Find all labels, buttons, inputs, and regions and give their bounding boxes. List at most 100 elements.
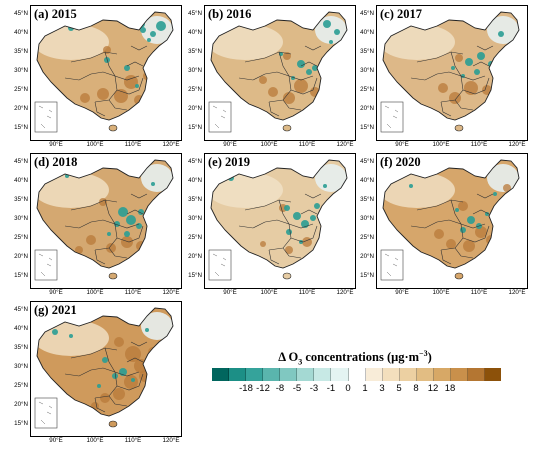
latitude-label: 15°N <box>188 272 202 279</box>
longitude-label: 100°E <box>260 289 278 296</box>
colorbar-swatch <box>246 368 264 381</box>
colorbar-tick-label: -5 <box>292 383 302 394</box>
latitude-label: 30°N <box>188 67 202 74</box>
latitude-label: 30°N <box>188 215 202 222</box>
colorbar <box>212 368 502 381</box>
latitude-label: 20°N <box>14 105 28 112</box>
increase-patch <box>106 243 116 253</box>
decrease-patch <box>151 182 155 186</box>
decrease-patch <box>145 328 149 332</box>
province-boundary <box>416 199 464 211</box>
province-boundary <box>116 225 144 243</box>
decrease-patch <box>477 52 485 60</box>
province-boundary <box>436 71 464 103</box>
colorbar-tick-label: -8 <box>275 383 285 394</box>
decrease-patch <box>455 208 459 212</box>
province-boundary <box>90 367 118 399</box>
increase-patch <box>145 390 153 398</box>
colorbar-swatch <box>365 368 383 381</box>
inset-islands <box>384 253 399 277</box>
increase-patch <box>75 246 83 254</box>
colorbar-tick-label: 18 <box>444 383 456 394</box>
latitude-label: 40°N <box>14 325 28 332</box>
province-boundary <box>462 225 490 243</box>
national-boundary <box>382 11 520 121</box>
longitude-label: 90°E <box>395 141 409 148</box>
latitude-label: 30°N <box>360 67 374 74</box>
colorbar-tick-label: 8 <box>413 383 419 394</box>
increase-patch <box>125 346 141 362</box>
longitude-label: 90°E <box>223 141 237 148</box>
latitude-label: 30°N <box>14 363 28 370</box>
province-boundary <box>268 249 280 265</box>
province-boundary <box>90 71 118 103</box>
south-china-sea-inset <box>34 397 58 429</box>
colorbar-tick-label: 3 <box>379 383 385 394</box>
china-map <box>380 11 520 133</box>
national-boundary <box>382 159 520 269</box>
colorbar-swatch <box>280 368 298 381</box>
latitude-label: 15°N <box>360 272 374 279</box>
colorbar-swatch <box>331 368 349 381</box>
decrease-patch <box>465 58 473 66</box>
national-boundary <box>210 159 348 269</box>
longitude-label: 100°E <box>86 289 104 296</box>
latitude-label: 15°N <box>14 272 28 279</box>
latitude-label: 15°N <box>360 124 374 131</box>
south-china-sea-inset <box>34 101 58 133</box>
province-boundary <box>264 219 292 251</box>
province-boundary <box>416 51 464 63</box>
latitude-label: 15°N <box>188 124 202 131</box>
province-boundary <box>70 347 118 359</box>
colorbar-tick-label: -1 <box>326 383 336 394</box>
map-panel-6: (f) 2020 <box>376 153 528 289</box>
inset-islands <box>38 253 53 277</box>
colorbar-swatch <box>297 368 315 381</box>
latitude-label: 35°N <box>188 196 202 203</box>
national-boundary <box>36 307 174 417</box>
hainan-island <box>454 124 464 132</box>
latitude-label: 35°N <box>14 344 28 351</box>
longitude-label: 120°E <box>508 141 526 148</box>
latitude-label: 25°N <box>14 234 28 241</box>
colorbar-tick-label: -3 <box>309 383 319 394</box>
northeast-region <box>141 164 173 192</box>
increase-patch <box>259 76 267 84</box>
province-boundary <box>440 249 452 265</box>
longitude-label: 110°E <box>470 141 488 148</box>
latitude-label: 35°N <box>360 48 374 55</box>
decrease-patch <box>485 212 489 216</box>
province-boundary <box>440 101 452 117</box>
province-boundary <box>436 219 464 251</box>
colorbar-tick-label: 5 <box>396 383 402 394</box>
map-panel-1: (a) 2015 <box>30 5 182 141</box>
increase-patch <box>91 402 99 410</box>
province-boundary <box>108 247 128 259</box>
province-boundary <box>462 77 490 95</box>
decrease-patch <box>147 38 151 42</box>
province-boundary <box>304 45 322 51</box>
map-panel-4: (d) 2018 <box>30 153 182 289</box>
colorbar-swatch <box>314 368 332 381</box>
hainan-island <box>108 124 118 132</box>
increase-patch <box>455 54 463 62</box>
province-boundary <box>94 249 106 265</box>
national-boundary <box>210 11 348 121</box>
province-boundary <box>300 209 318 215</box>
province-boundary <box>90 219 118 251</box>
latitude-label: 25°N <box>188 234 202 241</box>
longitude-label: 120°E <box>162 437 180 444</box>
increase-patch <box>80 93 90 103</box>
province-boundary <box>282 99 302 111</box>
colorbar-swatch <box>348 368 366 381</box>
increase-patch <box>449 92 461 104</box>
decrease-patch <box>474 69 480 75</box>
province-boundary <box>64 73 92 81</box>
province-boundary <box>238 73 266 81</box>
longitude-label: 90°E <box>223 289 237 296</box>
province-boundary <box>126 209 144 215</box>
inset-islands <box>38 401 53 425</box>
latitude-label: 35°N <box>14 196 28 203</box>
latitude-label: 45°N <box>14 10 28 17</box>
latitude-label: 25°N <box>188 86 202 93</box>
